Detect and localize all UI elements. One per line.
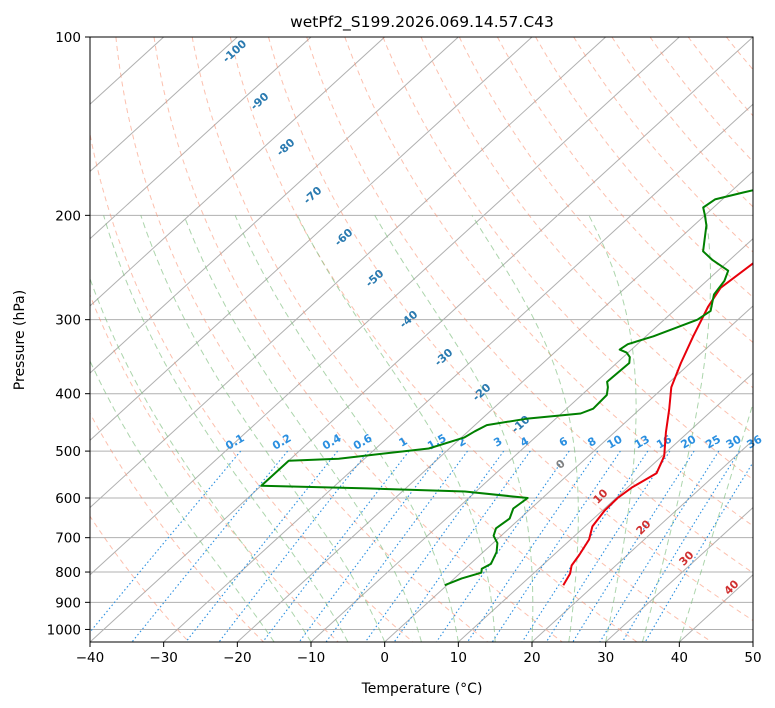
y-tick-label: 500 bbox=[55, 444, 81, 460]
x-tick-label: 20 bbox=[523, 650, 540, 666]
mixing-ratio-line bbox=[185, 450, 339, 642]
y-tick-label: 900 bbox=[55, 595, 81, 611]
y-tick-label: 100 bbox=[55, 30, 81, 46]
dry-adiabat bbox=[229, 37, 712, 642]
isotherm-line bbox=[90, 37, 533, 442]
x-tick-label: 40 bbox=[671, 650, 688, 666]
mixing-ratio-line bbox=[491, 450, 621, 642]
dry-adiabat bbox=[90, 515, 190, 642]
x-tick-label: 30 bbox=[597, 650, 614, 666]
plot-frame bbox=[89, 36, 754, 643]
chart-title: wetPf2_S199.2026.069.14.57.C43 bbox=[290, 13, 554, 32]
mixing-ratio-line bbox=[90, 450, 242, 633]
dry-adiabat bbox=[535, 37, 753, 298]
dry-adiabat bbox=[90, 131, 414, 642]
x-tick-label: −20 bbox=[223, 650, 252, 666]
dry-adiabat bbox=[306, 37, 753, 574]
moist-adiabat bbox=[642, 215, 711, 642]
dry-adiabat bbox=[649, 37, 753, 163]
y-axis-ticks: 100 200 300 400 500 600 700 800 900 1000 bbox=[47, 30, 90, 638]
isotherm-line bbox=[384, 305, 753, 642]
x-axis-label: Temperature (°C) bbox=[361, 681, 483, 697]
isotherm-line bbox=[90, 37, 238, 173]
moist-adiabat bbox=[90, 277, 312, 642]
x-tick-label: −30 bbox=[149, 650, 178, 666]
x-tick-label: 0 bbox=[380, 650, 389, 666]
moist-adiabat bbox=[471, 215, 579, 642]
y-tick-label: 700 bbox=[55, 531, 81, 547]
x-tick-label: 10 bbox=[450, 650, 467, 666]
y-tick-label: 600 bbox=[55, 491, 81, 507]
mixing-ratio-line bbox=[467, 450, 599, 642]
dewpoint-profile bbox=[260, 189, 753, 587]
mixing-ratio-line bbox=[644, 461, 753, 642]
isotherm-line bbox=[457, 372, 753, 642]
dry-adiabat bbox=[153, 37, 563, 642]
isotherm-line bbox=[90, 37, 680, 576]
mixing-ratio-line bbox=[131, 450, 289, 642]
moist-adiabat bbox=[234, 215, 459, 642]
x-tick-label: 50 bbox=[744, 650, 761, 666]
isotherm-line bbox=[90, 37, 386, 307]
mixing-ratio-line bbox=[298, 450, 444, 642]
dry-adiabat bbox=[765, 37, 775, 642]
y-tick-label: 200 bbox=[55, 208, 81, 224]
moist-adiabat bbox=[588, 215, 637, 642]
mixing-ratio-line bbox=[325, 450, 468, 642]
dry-adiabat bbox=[90, 412, 264, 642]
y-tick-label: 1000 bbox=[47, 622, 81, 638]
moist-adiabat bbox=[90, 359, 275, 642]
isotherm-line bbox=[236, 170, 753, 642]
background-lines bbox=[90, 37, 775, 642]
temperature-profile bbox=[562, 262, 753, 586]
mixing-ratio-line bbox=[218, 450, 369, 642]
isotherm-line bbox=[90, 37, 312, 240]
isotherm-line bbox=[752, 641, 753, 642]
dry-adiabat bbox=[611, 37, 753, 208]
isotherm-line bbox=[605, 506, 753, 642]
dry-adiabat bbox=[191, 37, 638, 642]
dry-adiabat bbox=[344, 37, 753, 527]
profile-lines bbox=[260, 189, 753, 587]
x-axis-ticks: −40 −30 −20 −10 0 10 20 30 40 50 bbox=[76, 642, 762, 666]
mixing-ratio-line bbox=[435, 450, 570, 642]
x-tick-label: −10 bbox=[297, 650, 326, 666]
y-tick-label: 300 bbox=[55, 313, 81, 329]
dry-adiabat bbox=[268, 37, 753, 622]
y-tick-label: 800 bbox=[55, 565, 81, 581]
isotherm-line bbox=[531, 439, 753, 642]
isotherm-line bbox=[90, 37, 607, 509]
dry-adiabat bbox=[496, 37, 753, 344]
moist-adiabat bbox=[140, 215, 386, 642]
x-tick-label: −40 bbox=[76, 650, 105, 666]
mixing-ratio-line bbox=[521, 450, 649, 642]
isotherm-line bbox=[163, 103, 753, 642]
moist-adiabat bbox=[374, 215, 534, 642]
mixing-ratio-line bbox=[621, 450, 740, 642]
y-axis-label: Pressure (hPa) bbox=[12, 290, 28, 390]
y-tick-label: 400 bbox=[55, 387, 81, 403]
moist-adiabat bbox=[296, 215, 496, 642]
mixing-ratio-line bbox=[599, 450, 720, 642]
dry-adiabat bbox=[382, 37, 753, 481]
isotherm-line bbox=[90, 37, 459, 374]
